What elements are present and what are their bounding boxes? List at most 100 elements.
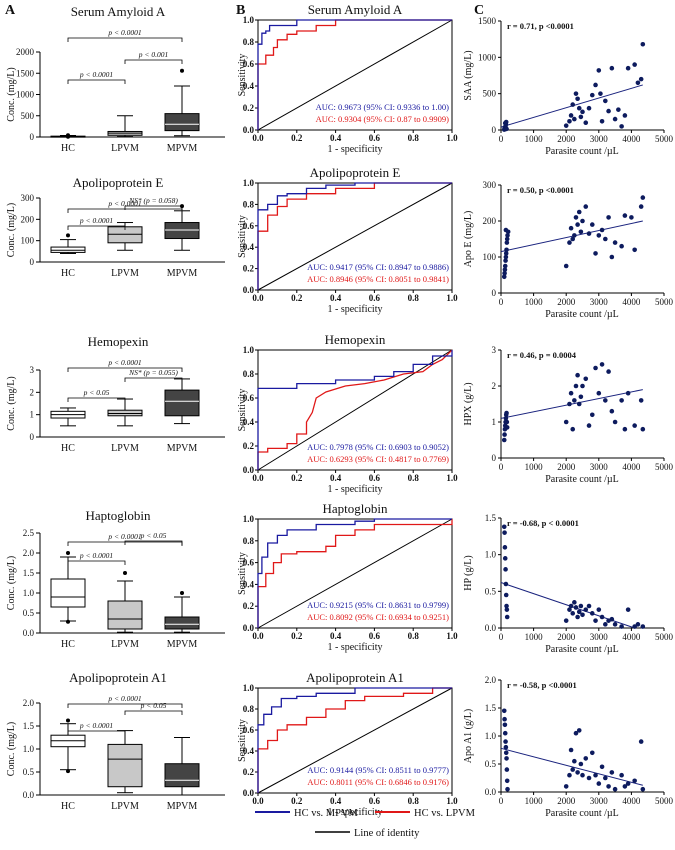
y-tick-label: 0.6 xyxy=(243,725,255,735)
x-axis-label: Parasite count /µL xyxy=(545,309,619,320)
box-iqr xyxy=(164,113,200,132)
scatter-point xyxy=(572,116,577,122)
comparison-bracket xyxy=(67,730,126,735)
scatter-point xyxy=(570,426,576,432)
roc-curve-lpvm xyxy=(257,687,452,793)
x-tick-label: 2000 xyxy=(557,134,576,144)
scatter-point xyxy=(640,41,646,47)
scatter-point xyxy=(572,398,577,403)
roc-chart: Apolipoprotein E 0.00.0 0.2 0.2 0.4 0.4 0.6 0.6… xyxy=(237,165,458,315)
x-tick-label: 0.2 xyxy=(291,631,303,641)
scatter-point xyxy=(503,251,509,256)
scatter-point xyxy=(567,118,572,124)
legend-label-lpvm: HC vs. LPVM xyxy=(414,808,476,819)
legend: HC vs. MPVM HC vs. LPVM Line of identity xyxy=(255,808,476,839)
x-axis-label: Parasite count /µL xyxy=(545,808,619,819)
y-tick-label: 1.0 xyxy=(243,345,255,355)
scatter-point xyxy=(501,524,507,530)
scatter-point xyxy=(606,215,611,220)
x-tick-label: 0 xyxy=(499,796,504,806)
scatter-point xyxy=(568,390,574,396)
x-axis-label: 1 - specificity xyxy=(328,144,383,155)
scatter-point xyxy=(612,419,618,425)
comparison-bracket xyxy=(67,208,183,213)
scatter-point xyxy=(576,728,582,733)
scatter-point xyxy=(640,624,646,629)
scatter-point xyxy=(568,113,574,118)
legend-label-mpvm: HC vs. MPVM xyxy=(294,808,359,819)
roc-chart: Serum Amyloid A 0.00.0 0.2 0.2 0.4 0.4 0.6 0.6 0… xyxy=(237,2,458,155)
y-tick-label: 100 xyxy=(483,252,497,262)
scatter-point xyxy=(578,394,584,400)
y-tick-label: 1000 xyxy=(478,52,497,62)
scatter-point xyxy=(503,744,509,750)
scatter-point xyxy=(619,398,624,403)
x-tick-label: 1.0 xyxy=(446,473,458,483)
roc-curve-mpvm xyxy=(257,350,453,470)
scatter-point xyxy=(576,609,582,615)
scatter-point xyxy=(583,204,589,209)
comparison-bracket xyxy=(124,710,183,715)
y-axis-label: SAA (mg/L) xyxy=(463,50,474,100)
box-iqr xyxy=(107,743,143,788)
y-tick-label: 0.0 xyxy=(243,465,255,475)
scatter-point xyxy=(502,530,507,535)
y-tick-label: 0 xyxy=(492,288,497,298)
scatter-point xyxy=(586,775,592,781)
scatter-point xyxy=(576,105,582,111)
comparison-bracket xyxy=(67,79,126,84)
scatter-point xyxy=(619,624,624,629)
y-tick-label: 1.0 xyxy=(243,683,255,693)
scatter-point xyxy=(501,708,507,714)
y-tick-label: 0.0 xyxy=(243,285,255,295)
scatter-point xyxy=(593,82,598,88)
scatter-point xyxy=(589,750,595,756)
y-tick-label: 0.2 xyxy=(243,767,255,777)
scatter-point xyxy=(609,770,615,775)
scatter-point xyxy=(502,263,508,269)
scatter-point xyxy=(502,545,508,550)
y-tick-label: 1.0 xyxy=(485,550,497,560)
comparison-label: p < 0.0001 xyxy=(107,28,141,37)
scatter-point xyxy=(586,423,592,428)
scatter-point xyxy=(578,114,584,120)
roc-curve-lpvm xyxy=(257,182,452,290)
scatter-point xyxy=(606,108,611,114)
x-tick-label: 1.0 xyxy=(446,796,458,806)
panel-label-c: C xyxy=(474,3,484,18)
outlier-point xyxy=(66,551,70,555)
y-axis-label: Conc. (mg/L) xyxy=(6,67,17,121)
scatter-point xyxy=(504,419,510,425)
scatter-point xyxy=(638,76,644,82)
scatter-point xyxy=(503,227,509,233)
box-iqr xyxy=(107,600,143,630)
scatter-point xyxy=(575,372,580,378)
y-axis-label: HPX (g/L) xyxy=(463,382,474,425)
x-tick-label: 4000 xyxy=(622,462,641,472)
x-tick-label: 0.6 xyxy=(369,293,381,303)
x-tick-label: 0.8 xyxy=(408,293,420,303)
scatter-point xyxy=(632,62,637,67)
scatter-point xyxy=(573,730,579,736)
scatter-point xyxy=(503,581,509,587)
chart-title: Serum Amyloid A xyxy=(71,4,166,19)
x-axis-label: Parasite count /µL xyxy=(545,474,619,485)
y-tick-label: 2.5 xyxy=(23,528,35,538)
y-tick-label: 0.5 xyxy=(23,767,35,777)
comparison-label: p < 0.0001 xyxy=(107,199,141,208)
scatter-point xyxy=(622,426,628,432)
y-tick-label: 0.0 xyxy=(243,125,255,135)
scatter-point xyxy=(502,722,508,728)
y-tick-label: 1 xyxy=(30,410,35,420)
scatter-point xyxy=(580,109,585,115)
scatter-point xyxy=(573,605,579,610)
roc-curve-lpvm xyxy=(257,349,453,470)
y-tick-label: 0.6 xyxy=(243,393,255,403)
y-tick-label: 0.5 xyxy=(485,586,497,596)
scatter-point xyxy=(504,603,509,609)
roc-curve-mpvm xyxy=(257,182,452,290)
y-tick-label: 0.2 xyxy=(243,103,255,113)
scatter-point xyxy=(501,274,507,280)
scatter-point xyxy=(635,80,641,86)
roc-curve-lpvm xyxy=(257,519,453,628)
